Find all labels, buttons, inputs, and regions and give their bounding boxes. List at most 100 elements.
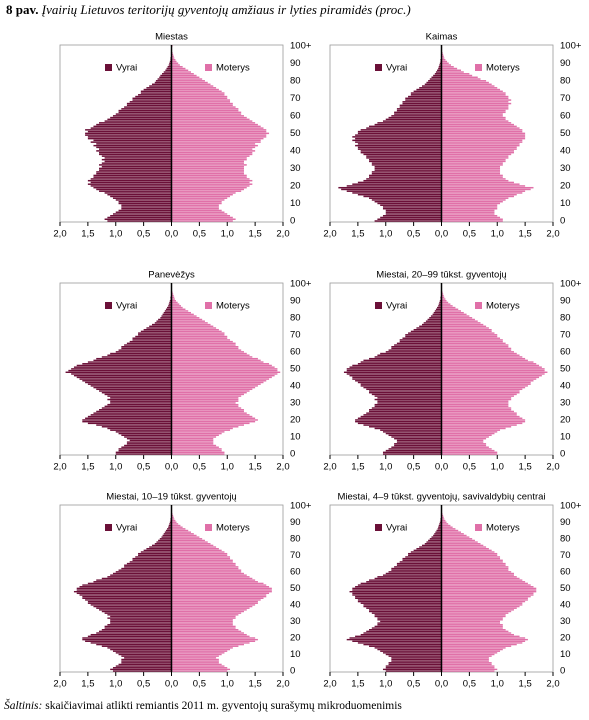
bar — [118, 200, 172, 203]
x-tick-label: 1,5 — [249, 229, 262, 240]
bar — [346, 373, 442, 375]
bar — [96, 150, 172, 152]
bar — [408, 552, 442, 555]
bar — [441, 420, 526, 423]
bar — [421, 323, 442, 326]
bar — [118, 432, 172, 435]
bar — [441, 81, 489, 84]
bar — [441, 346, 509, 348]
bar — [171, 444, 217, 447]
bar — [441, 204, 498, 206]
bar — [399, 561, 442, 563]
bar — [171, 136, 267, 138]
bar — [369, 579, 442, 581]
bar — [171, 174, 247, 177]
bar — [115, 571, 172, 573]
bar — [171, 347, 239, 350]
x-tick-label: 1,5 — [519, 229, 532, 240]
bar — [121, 204, 172, 206]
bar — [428, 539, 442, 542]
bar — [441, 158, 506, 161]
age-label: 80 — [560, 533, 571, 544]
bar — [110, 402, 172, 404]
bar — [441, 534, 467, 537]
bar — [441, 381, 531, 384]
bar — [394, 344, 442, 346]
age-label: 30 — [560, 616, 571, 627]
bar — [171, 73, 194, 75]
bar — [171, 102, 233, 105]
bar — [126, 441, 172, 443]
bar — [441, 53, 444, 56]
age-label: 50 — [560, 128, 571, 139]
bar — [96, 424, 172, 426]
bar — [441, 419, 526, 421]
bar — [171, 122, 256, 124]
bar — [171, 158, 247, 161]
x-tick-label: 0,5 — [193, 229, 206, 240]
bar — [171, 64, 180, 66]
bar — [171, 398, 239, 401]
bar — [171, 380, 267, 382]
bar — [441, 549, 492, 552]
bar — [168, 303, 172, 305]
x-tick-label: 2,0 — [53, 679, 66, 690]
bar — [121, 660, 172, 662]
legend-label: Vyrai — [386, 63, 407, 74]
bar — [171, 403, 239, 406]
bar — [171, 385, 258, 387]
bar — [171, 71, 192, 73]
bar — [357, 193, 442, 196]
bar — [143, 549, 172, 552]
bar — [402, 559, 442, 561]
bar — [382, 431, 442, 433]
bar — [377, 400, 442, 402]
bar — [90, 633, 172, 636]
x-tick-label: 0,5 — [463, 462, 476, 473]
bar — [441, 368, 545, 370]
bar — [441, 139, 523, 142]
age-label: 60 — [560, 346, 571, 357]
bar — [441, 559, 503, 561]
bar — [135, 95, 172, 98]
bar — [441, 169, 501, 171]
bar — [371, 164, 442, 166]
bar — [441, 97, 509, 100]
bar — [171, 619, 233, 621]
legend-label: Moterys — [486, 63, 520, 74]
age-label: 100+ — [290, 500, 312, 511]
bar — [441, 571, 512, 573]
bar — [149, 85, 172, 87]
bar — [441, 607, 517, 609]
bar — [171, 629, 239, 631]
bar — [169, 300, 172, 302]
bar — [171, 361, 264, 363]
bar — [441, 385, 528, 387]
bar — [171, 655, 219, 657]
bar — [168, 526, 172, 528]
bar — [124, 106, 172, 108]
bar — [441, 202, 501, 205]
bar — [357, 148, 442, 150]
bar — [171, 332, 225, 334]
bar — [110, 615, 172, 618]
bar — [391, 660, 442, 662]
bar — [118, 653, 172, 656]
bar — [441, 414, 517, 416]
bar — [382, 453, 442, 455]
bar — [171, 334, 225, 336]
bar — [369, 391, 442, 394]
bar — [396, 108, 442, 110]
bar — [171, 524, 181, 527]
bar — [171, 667, 228, 669]
bar — [126, 104, 172, 107]
bar — [369, 390, 442, 392]
bar — [441, 62, 449, 65]
bar — [96, 357, 172, 360]
age-label: 50 — [290, 128, 301, 139]
bar — [441, 427, 506, 430]
bar — [349, 374, 442, 377]
bar — [441, 374, 542, 377]
bar — [171, 165, 244, 168]
